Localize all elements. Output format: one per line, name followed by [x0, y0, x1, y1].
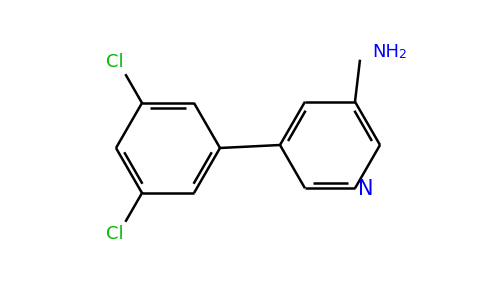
Text: Cl: Cl: [106, 53, 124, 71]
Text: 2: 2: [398, 48, 406, 61]
Text: NH: NH: [372, 43, 399, 61]
Text: N: N: [358, 179, 374, 199]
Text: Cl: Cl: [106, 225, 124, 243]
